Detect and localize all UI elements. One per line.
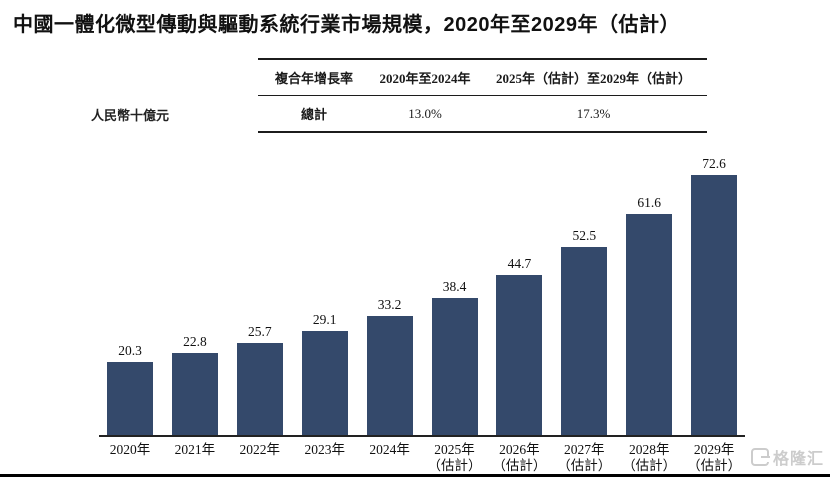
- x-axis-label-estimate-note: （估計）: [557, 458, 612, 473]
- x-axis-label-year: 2021年: [174, 442, 216, 457]
- x-axis-label-estimate-note: （估計）: [622, 458, 677, 473]
- watermark-text: 格隆汇: [772, 451, 824, 468]
- cagr-value-2020-2024: 13.0%: [408, 105, 442, 121]
- x-axis-label-year: 2023年: [304, 442, 345, 457]
- x-axis-label-year: 2026年: [499, 442, 540, 457]
- cagr-header-period2: 2025年（估計）至2029年（估計）: [495, 71, 691, 86]
- bar-value-label: 22.8: [183, 334, 207, 350]
- x-axis-label: 2026年 （估計）: [479, 442, 559, 474]
- bar-2029年: [691, 175, 738, 435]
- x-axis-label: 2020年: [90, 442, 170, 458]
- cagr-table-header-row: 複合年增長率 2020年至2024年 2025年（估計）至2029年（估計）: [258, 60, 707, 96]
- bar-value-label: 29.1: [312, 311, 337, 327]
- x-axis-label-year: 2020年: [109, 442, 151, 457]
- bar-value-label: 33.2: [377, 297, 402, 313]
- x-axis-label-year: 2027年: [564, 442, 605, 457]
- x-axis-label: 2021年: [155, 442, 235, 458]
- watermark: 格隆汇: [750, 445, 824, 469]
- x-axis-label: 2025年 （估計）: [415, 442, 495, 474]
- bar-value-label: 61.6: [637, 195, 661, 211]
- bar-value-label: 72.6: [702, 156, 726, 171]
- x-axis-label-year: 2029年: [693, 442, 735, 457]
- bar-2025年: [431, 297, 478, 435]
- bar-value-label: 44.7: [507, 255, 532, 271]
- bar-value-label: 52.5: [572, 228, 597, 243]
- cagr-row-label: 總計: [300, 107, 327, 122]
- x-axis-label: 2027年 （估計）: [544, 442, 624, 474]
- x-axis-label-year: 2025年: [434, 442, 475, 457]
- chart-title: 中國一體化微型傳動與驅動系統行業市場規模，2020年至2029年（估計）: [13, 14, 680, 36]
- x-axis-label-year: 2028年: [628, 442, 670, 457]
- x-axis-label-estimate-note: （估計）: [687, 458, 742, 473]
- x-axis-label: 2022年: [220, 442, 300, 458]
- x-axis-label-estimate-note: （估計）: [492, 458, 547, 473]
- plot-area: 20.3 22.8 25.7 29.1 33.2 38.4 44.7 52.5 61.6 72.6: [99, 152, 745, 437]
- bar-2020年: [107, 362, 153, 435]
- bar-2021年: [171, 353, 218, 435]
- x-axis-label-estimate-note: （估計）: [427, 458, 482, 473]
- bar-value-label: 25.7: [247, 324, 272, 339]
- x-axis-label-year: 2022年: [239, 442, 281, 457]
- bar-2026年: [496, 274, 543, 435]
- x-axis-label: 2028年 （估計）: [609, 442, 689, 474]
- cagr-header-period1: 2020年至2024年: [379, 71, 471, 86]
- cagr-table: 複合年增長率 2020年至2024年 2025年（估計）至2029年（估計） 總…: [258, 58, 707, 133]
- gelonghui-logo-icon: [750, 448, 770, 466]
- x-axis-label-year: 2024年: [369, 442, 410, 457]
- bar-2028年: [626, 214, 673, 435]
- bar-2024年: [366, 316, 413, 435]
- cagr-table-data-row: 總計 13.0% 17.3%: [258, 96, 707, 131]
- bottom-divider: [0, 474, 830, 477]
- bar-value-label: 20.3: [118, 343, 142, 359]
- bar-2022年: [236, 343, 283, 435]
- x-axis-labels: 2020年 2021年 2022年 2023年 2024年 2025年 （估計） 2026年（…: [99, 442, 745, 474]
- cagr-value-2025-2029: 17.3%: [576, 105, 611, 121]
- bar-2023年: [301, 330, 348, 435]
- bar-2027年: [561, 247, 608, 435]
- cagr-header-label: 複合年增長率: [274, 71, 353, 86]
- x-axis-label: 2023年: [285, 442, 365, 458]
- x-axis-label: 2029年 （估計）: [674, 442, 754, 474]
- bar-value-label: 38.4: [442, 278, 467, 294]
- x-axis-label: 2024年: [350, 442, 430, 458]
- y-axis-unit-label: 人民幣十億元: [91, 108, 170, 123]
